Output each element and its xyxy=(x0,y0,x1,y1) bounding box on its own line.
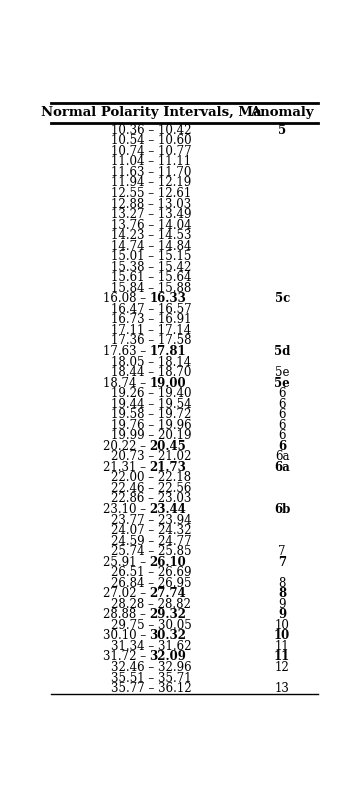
Text: 19.44 – 19.54: 19.44 – 19.54 xyxy=(111,398,191,411)
Text: 11: 11 xyxy=(275,640,289,653)
Text: 28.28 – 28.82: 28.28 – 28.82 xyxy=(111,598,191,611)
Text: 22.46 – 22.56: 22.46 – 22.56 xyxy=(111,482,191,495)
Text: 30.10 –: 30.10 – xyxy=(103,630,150,642)
Text: 23.77 – 23.94: 23.77 – 23.94 xyxy=(111,513,191,527)
Text: 28.88 –: 28.88 – xyxy=(103,608,150,621)
Text: 21.73: 21.73 xyxy=(150,461,186,474)
Text: 22.86 – 23.03: 22.86 – 23.03 xyxy=(111,492,191,506)
Text: 27.02 –: 27.02 – xyxy=(103,587,150,601)
Text: 14.23 – 14.53: 14.23 – 14.53 xyxy=(111,229,191,242)
Text: 22.00 – 22.18: 22.00 – 22.18 xyxy=(111,471,191,484)
Text: 13: 13 xyxy=(275,682,289,695)
Text: 18.44 – 18.70: 18.44 – 18.70 xyxy=(111,366,191,379)
Text: 29.75 – 30.05: 29.75 – 30.05 xyxy=(111,619,192,632)
Text: 17.63 –: 17.63 – xyxy=(103,345,150,358)
Text: 5c: 5c xyxy=(275,292,290,305)
Text: 20.73 – 21.02: 20.73 – 21.02 xyxy=(111,451,191,463)
Text: 11: 11 xyxy=(274,651,290,663)
Text: 6: 6 xyxy=(278,440,286,453)
Text: Normal Polarity Intervals, Ma: Normal Polarity Intervals, Ma xyxy=(41,106,261,119)
Text: 19.00: 19.00 xyxy=(150,377,186,389)
Text: 23.10 –: 23.10 – xyxy=(103,503,150,516)
Text: 25.74 – 25.85: 25.74 – 25.85 xyxy=(111,545,191,558)
Text: 16.08 –: 16.08 – xyxy=(103,292,150,305)
Text: 6: 6 xyxy=(278,418,286,432)
Text: 7: 7 xyxy=(278,556,286,568)
Text: 14.74 – 14.84: 14.74 – 14.84 xyxy=(111,239,191,253)
Text: 13.76 – 14.04: 13.76 – 14.04 xyxy=(111,218,191,232)
Text: 15.01 – 15.15: 15.01 – 15.15 xyxy=(111,250,191,263)
Text: 6: 6 xyxy=(278,408,286,422)
Text: 18.05 – 18.14: 18.05 – 18.14 xyxy=(111,356,191,368)
Text: 32.09: 32.09 xyxy=(150,651,186,663)
Text: 15.84 – 15.88: 15.84 – 15.88 xyxy=(111,282,191,295)
Text: 20.45: 20.45 xyxy=(150,440,186,453)
Text: 10.74 – 10.77: 10.74 – 10.77 xyxy=(111,145,191,158)
Text: 25.91 –: 25.91 – xyxy=(103,556,150,568)
Text: 26.51 – 26.69: 26.51 – 26.69 xyxy=(111,566,191,579)
Text: 19.99 – 20.19: 19.99 – 20.19 xyxy=(111,429,191,442)
Text: 17.11 – 17.14: 17.11 – 17.14 xyxy=(111,324,191,337)
Text: 12.88 – 13.03: 12.88 – 13.03 xyxy=(111,198,191,210)
Text: 9: 9 xyxy=(278,608,286,621)
Text: 15.61 – 15.64: 15.61 – 15.64 xyxy=(111,272,191,284)
Text: 17.36 – 17.58: 17.36 – 17.58 xyxy=(111,334,191,348)
Text: 13.27 – 13.49: 13.27 – 13.49 xyxy=(111,208,191,221)
Text: 24.59 – 24.77: 24.59 – 24.77 xyxy=(111,535,191,548)
Text: 10: 10 xyxy=(275,619,289,632)
Text: 19.76 – 19.96: 19.76 – 19.96 xyxy=(111,418,191,432)
Text: Anomaly: Anomaly xyxy=(250,106,314,119)
Text: 10: 10 xyxy=(274,630,290,642)
Text: 17.81: 17.81 xyxy=(150,345,186,358)
Text: 31.72 –: 31.72 – xyxy=(103,651,150,663)
Text: 10.36 – 10.42: 10.36 – 10.42 xyxy=(111,124,191,137)
Text: 19.58 – 19.72: 19.58 – 19.72 xyxy=(111,408,191,422)
Text: 8: 8 xyxy=(278,587,286,601)
Text: 21.31 –: 21.31 – xyxy=(103,461,150,474)
Text: 12.55 – 12.61: 12.55 – 12.61 xyxy=(111,187,191,200)
Text: 26.10: 26.10 xyxy=(150,556,186,568)
Text: 11.63 – 11.70: 11.63 – 11.70 xyxy=(111,166,191,179)
Text: 6: 6 xyxy=(278,387,286,400)
Text: 8: 8 xyxy=(279,577,286,590)
Text: 5e: 5e xyxy=(275,366,289,379)
Text: 5d: 5d xyxy=(274,345,290,358)
Text: 6b: 6b xyxy=(274,503,290,516)
Text: 24.07 – 24.32: 24.07 – 24.32 xyxy=(111,524,191,537)
Text: 26.84 – 26.95: 26.84 – 26.95 xyxy=(111,577,191,590)
Text: 6: 6 xyxy=(278,429,286,442)
Text: 5: 5 xyxy=(278,124,286,137)
Text: 18.74 –: 18.74 – xyxy=(103,377,150,389)
Text: 10.54 – 10.60: 10.54 – 10.60 xyxy=(111,134,191,148)
Text: 7: 7 xyxy=(278,545,286,558)
Text: 27.74: 27.74 xyxy=(150,587,186,601)
Text: 23.44: 23.44 xyxy=(150,503,186,516)
Text: 29.32: 29.32 xyxy=(150,608,186,621)
Text: 15.38 – 15.42: 15.38 – 15.42 xyxy=(111,261,191,274)
Text: 16.73 – 16.91: 16.73 – 16.91 xyxy=(111,313,191,327)
Text: 35.51 – 35.71: 35.51 – 35.71 xyxy=(111,671,191,685)
Text: 6: 6 xyxy=(278,398,286,411)
Text: 31.34 – 31.62: 31.34 – 31.62 xyxy=(111,640,191,653)
Text: 5e: 5e xyxy=(274,377,290,389)
Text: 19.26 – 19.40: 19.26 – 19.40 xyxy=(111,387,191,400)
Text: 20.22 –: 20.22 – xyxy=(103,440,150,453)
Text: 6a: 6a xyxy=(274,461,290,474)
Text: 6a: 6a xyxy=(275,451,289,463)
Text: 12: 12 xyxy=(275,661,289,674)
Text: 35.77 – 36.12: 35.77 – 36.12 xyxy=(111,682,191,695)
Text: 30.32: 30.32 xyxy=(150,630,186,642)
Text: 32.46 – 32.96: 32.46 – 32.96 xyxy=(111,661,191,674)
Text: 9: 9 xyxy=(278,598,286,611)
Text: 11.04 – 11.11: 11.04 – 11.11 xyxy=(111,155,191,169)
Text: 11.94 – 12.19: 11.94 – 12.19 xyxy=(111,177,191,189)
Text: 16.33: 16.33 xyxy=(150,292,186,305)
Text: 16.47 – 16.57: 16.47 – 16.57 xyxy=(111,303,191,316)
